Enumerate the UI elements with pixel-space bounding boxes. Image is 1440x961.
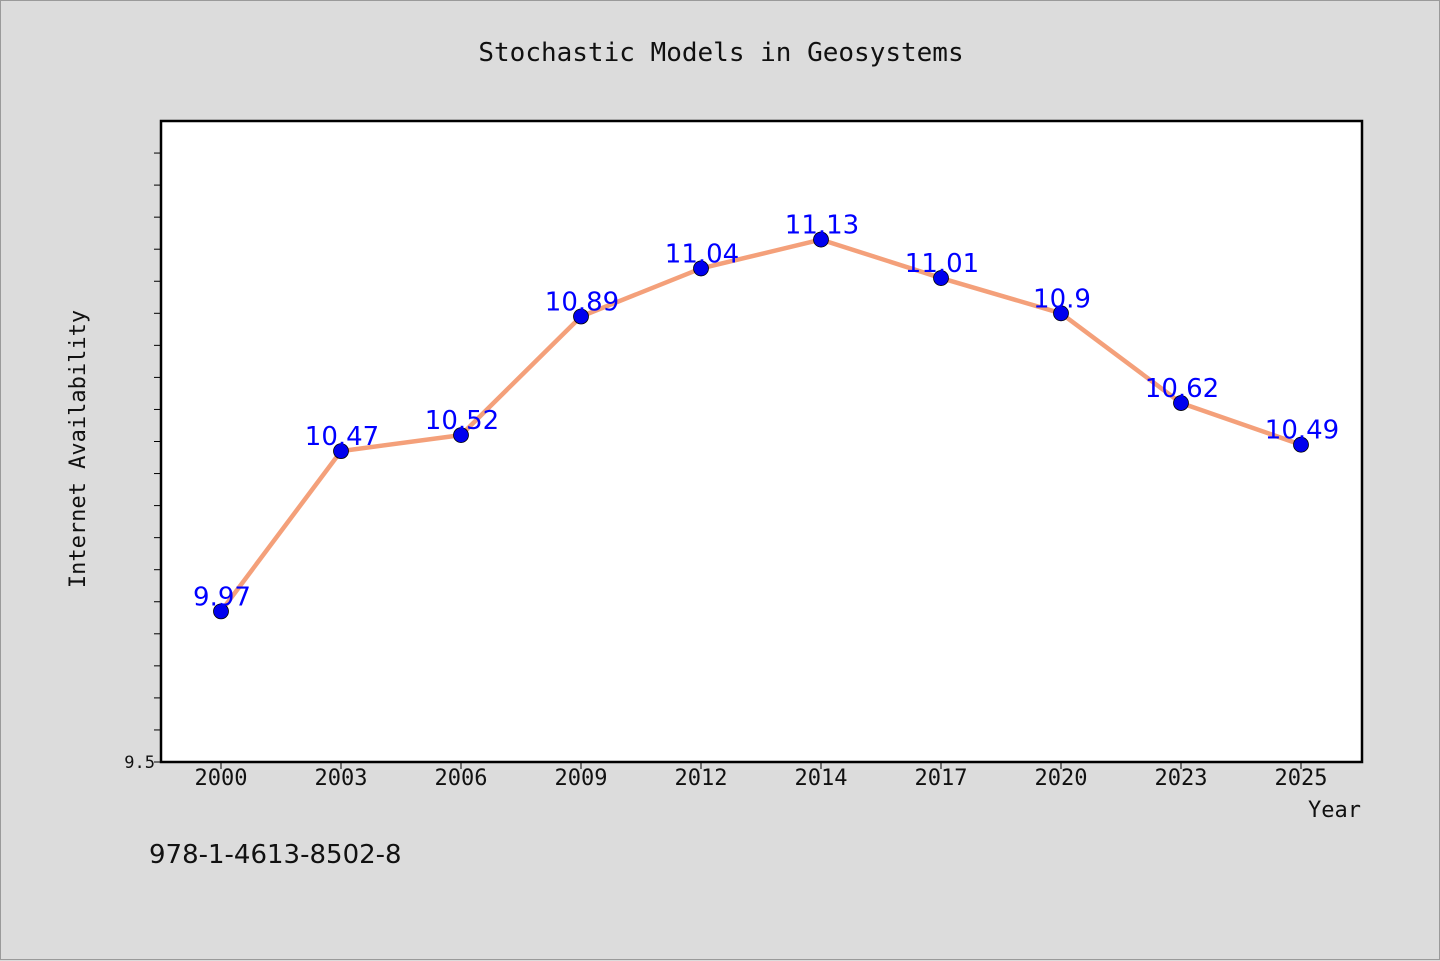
x-tick-label: 2000 <box>195 766 248 791</box>
x-tick-label: 2017 <box>915 766 968 791</box>
x-tick-label: 2023 <box>1155 766 1208 791</box>
data-point <box>453 427 469 443</box>
data-label: 10.62 <box>1145 374 1219 404</box>
data-label: 10.47 <box>305 422 379 452</box>
series-group: 9.97 10.47 10.52 10.89 11.04 11.13 11.01 10.9 10… <box>193 211 1339 620</box>
x-tick-label: 2006 <box>435 766 488 791</box>
data-point <box>813 231 829 248</box>
data-point <box>573 308 589 325</box>
data-point <box>933 270 949 286</box>
x-tick-label: 2003 <box>315 766 368 791</box>
data-label: 10.9 <box>1033 284 1091 314</box>
data-label: 9.97 <box>193 582 251 612</box>
data-label: 10.89 <box>545 288 619 318</box>
data-point <box>333 443 349 460</box>
x-axis-label: Year <box>1308 798 1361 823</box>
plot-area <box>159 119 1364 764</box>
y-axis-label: Internet Availability <box>66 310 91 588</box>
isbn-label: 978-1-4613-8502-8 <box>149 840 402 870</box>
x-tick-label: 2009 <box>555 766 608 791</box>
data-point <box>693 260 709 277</box>
x-tick-label: 2012 <box>675 766 728 791</box>
y-axis-ticks: 9.5 <box>124 152 161 773</box>
y-tick-label: 9.5 <box>124 753 155 773</box>
data-label: 11.01 <box>905 249 979 279</box>
data-point <box>213 603 229 620</box>
data-point <box>1173 395 1189 411</box>
data-label: 11.04 <box>665 239 739 269</box>
chart-title: Stochastic Models in Geosystems <box>478 38 963 68</box>
data-point <box>1053 305 1069 322</box>
x-tick-label: 2014 <box>795 766 848 791</box>
x-tick-label: 2025 <box>1275 766 1328 791</box>
data-label: 11.13 <box>785 211 859 241</box>
x-axis-ticks: 2000 2003 2006 2009 2012 2014 2017 2020 2023 2025 <box>195 762 1328 791</box>
data-label: 10.49 <box>1265 416 1339 446</box>
x-tick-label: 2020 <box>1035 766 1088 791</box>
series-line <box>218 237 1304 614</box>
data-point <box>1293 436 1309 453</box>
data-label: 10.52 <box>425 406 499 436</box>
